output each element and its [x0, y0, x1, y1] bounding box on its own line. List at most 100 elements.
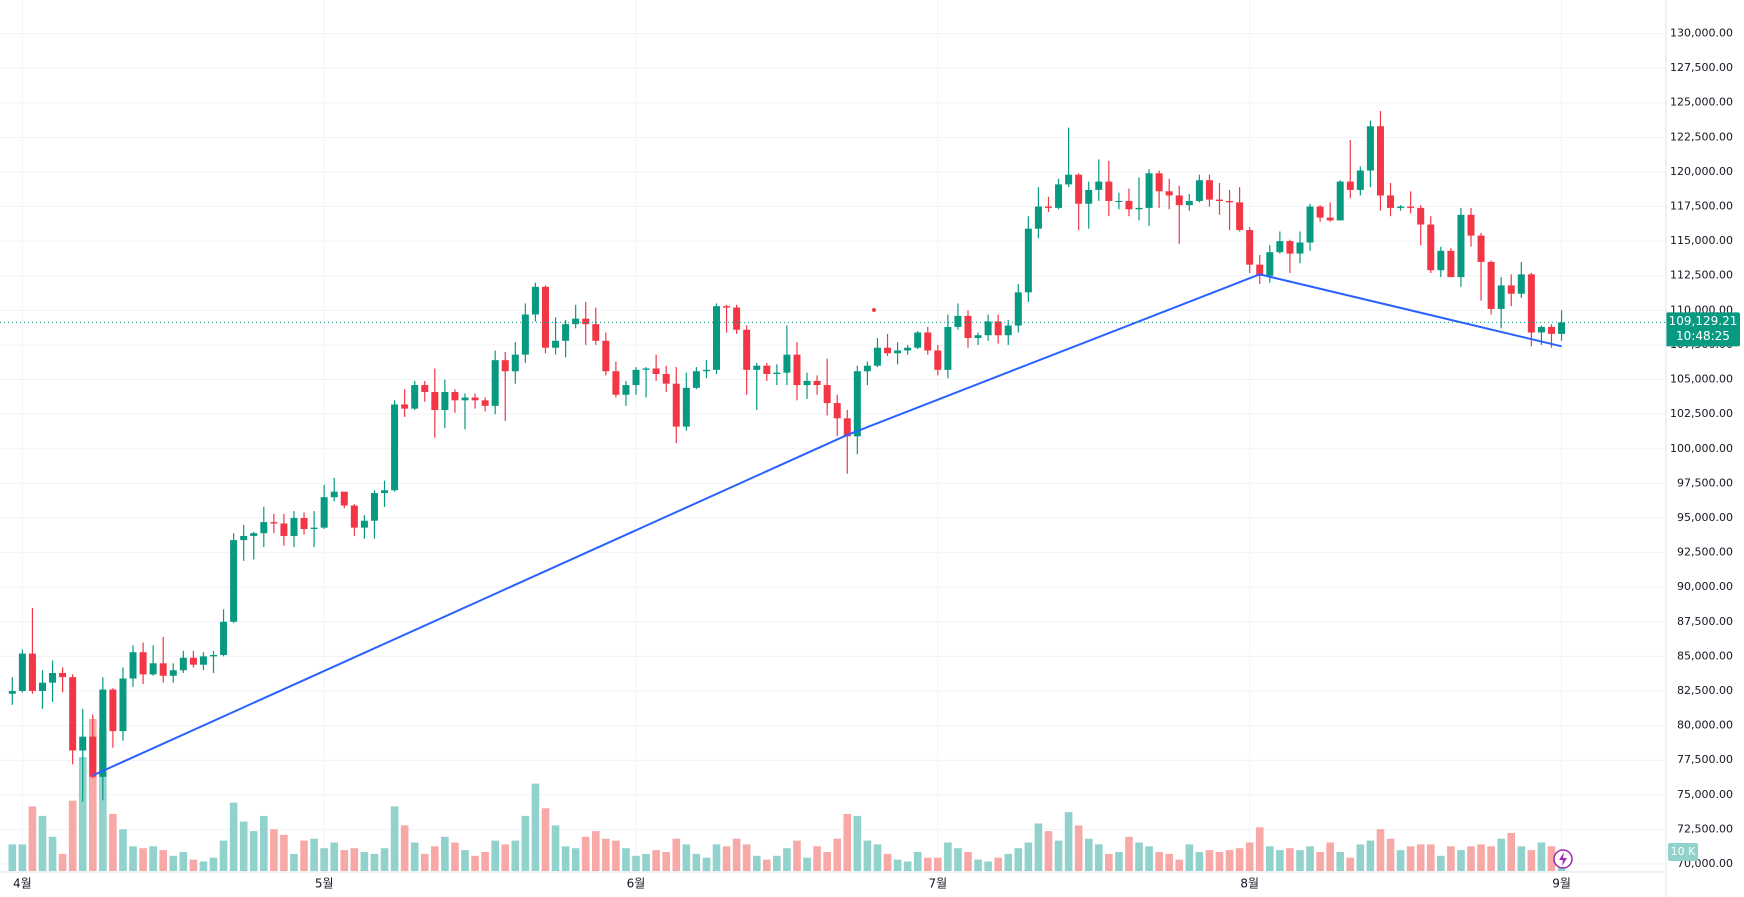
volume-bar	[8, 844, 17, 871]
volume-bar	[1426, 844, 1435, 871]
volume-bar	[400, 825, 409, 871]
candle-body	[1105, 181, 1113, 201]
volume-bar	[964, 852, 972, 871]
volume-bar	[602, 838, 610, 871]
volume-bar	[1145, 846, 1153, 871]
candle-body	[1427, 224, 1435, 271]
candle-body	[1034, 206, 1042, 229]
candle-body	[552, 340, 560, 348]
volume-bar	[652, 850, 660, 871]
candle-body	[612, 371, 620, 395]
candle-body	[501, 360, 509, 372]
volume-bar	[1386, 838, 1395, 871]
candle-body	[441, 391, 449, 410]
candle-body	[69, 677, 77, 751]
candle-body	[1326, 217, 1334, 221]
candle-body	[159, 663, 167, 676]
volume-bar	[300, 840, 308, 871]
candle-body	[401, 404, 409, 409]
candle-body	[1447, 250, 1455, 278]
candle-body	[270, 522, 278, 524]
volume-bar	[722, 846, 731, 871]
x-tick-label: 6월	[627, 877, 646, 891]
trendline	[92, 273, 1562, 777]
candle-body	[511, 354, 519, 372]
candle-body	[451, 391, 459, 401]
volume-bar	[390, 806, 399, 871]
volume-bar	[1406, 846, 1415, 871]
volume-bar	[773, 855, 781, 871]
candle-body	[964, 315, 972, 339]
y-tick-label: 117,500.00	[1670, 200, 1733, 213]
volume-bar	[1507, 833, 1516, 871]
y-tick-label: 122,500.00	[1670, 130, 1733, 143]
volume-bar	[712, 844, 721, 871]
volume-bar	[310, 838, 318, 871]
candle-body	[934, 350, 942, 370]
volume-bar	[1266, 846, 1274, 871]
volume-bar	[1517, 846, 1526, 871]
candle-body	[1095, 181, 1103, 190]
candle-body	[139, 652, 147, 675]
volume-bar	[471, 855, 479, 871]
candle-body	[1044, 206, 1052, 208]
volume-bar	[1125, 836, 1133, 871]
candle-body	[662, 374, 670, 384]
volume-bar	[320, 848, 328, 871]
volume-bar	[360, 852, 369, 871]
volume-bar	[451, 842, 459, 871]
volume-bar	[561, 846, 570, 871]
y-tick-label: 130,000.00	[1670, 27, 1733, 40]
volume-bar	[270, 829, 278, 871]
volume-bar	[1547, 846, 1556, 871]
candle-body	[642, 368, 650, 370]
volume-bar	[149, 846, 157, 871]
volume-bar	[1084, 838, 1093, 871]
candle-body	[1306, 206, 1314, 243]
volume-bar	[1105, 853, 1113, 871]
volume-bar	[1326, 842, 1334, 871]
candle-body	[904, 347, 912, 351]
volume-bar	[189, 859, 198, 871]
y-tick-label: 95,000.00	[1677, 511, 1733, 524]
candle-body	[602, 340, 610, 372]
volume-bar	[68, 800, 77, 871]
volume-bar	[1235, 848, 1244, 871]
candle-body	[1497, 285, 1505, 309]
volume-bar	[461, 850, 469, 871]
y-tick-label: 77,500.00	[1677, 753, 1733, 766]
volume-bar	[763, 859, 771, 871]
alert-bolt[interactable]	[1559, 852, 1567, 866]
volume-bar	[491, 840, 499, 871]
volume-bar	[1135, 842, 1143, 871]
candle-body	[572, 318, 580, 325]
volume-bar	[622, 848, 630, 871]
candle-body	[1286, 241, 1294, 254]
candle-body	[1125, 200, 1133, 210]
y-tick-label: 87,500.00	[1677, 615, 1733, 628]
volume-bar	[541, 808, 550, 871]
volume-bar	[260, 815, 268, 871]
volume-bar	[934, 857, 942, 871]
candle-body	[743, 329, 751, 370]
volume-bar	[1034, 823, 1043, 871]
candle-body	[411, 385, 419, 409]
candle-body	[250, 533, 258, 536]
candle-body	[813, 380, 821, 386]
candle-body	[431, 391, 439, 410]
candle-body	[843, 418, 851, 437]
countdown-label: 10:48:25	[1676, 329, 1730, 343]
alert-icon[interactable]	[1553, 849, 1573, 869]
volume-bar	[1477, 844, 1485, 871]
volume-bar	[612, 840, 620, 871]
x-tick-label: 7월	[928, 877, 947, 891]
candle-body	[914, 332, 922, 348]
volume-bar	[1094, 844, 1103, 871]
candle-body	[622, 385, 630, 395]
candle-body	[954, 315, 962, 327]
last-price-tag	[1666, 312, 1740, 347]
candle-body	[1467, 214, 1475, 236]
candle-body	[582, 318, 590, 325]
volume-bar	[591, 831, 600, 871]
candle-body	[1226, 200, 1234, 203]
